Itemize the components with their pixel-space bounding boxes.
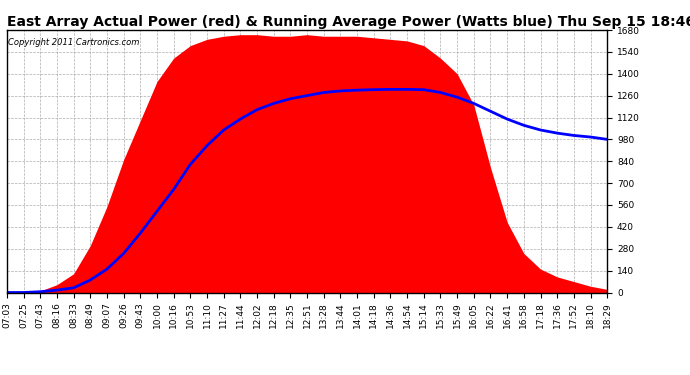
Text: Copyright 2011 Cartronics.com: Copyright 2011 Cartronics.com: [8, 38, 139, 47]
Text: East Array Actual Power (red) & Running Average Power (Watts blue) Thu Sep 15 18: East Array Actual Power (red) & Running …: [7, 15, 690, 29]
